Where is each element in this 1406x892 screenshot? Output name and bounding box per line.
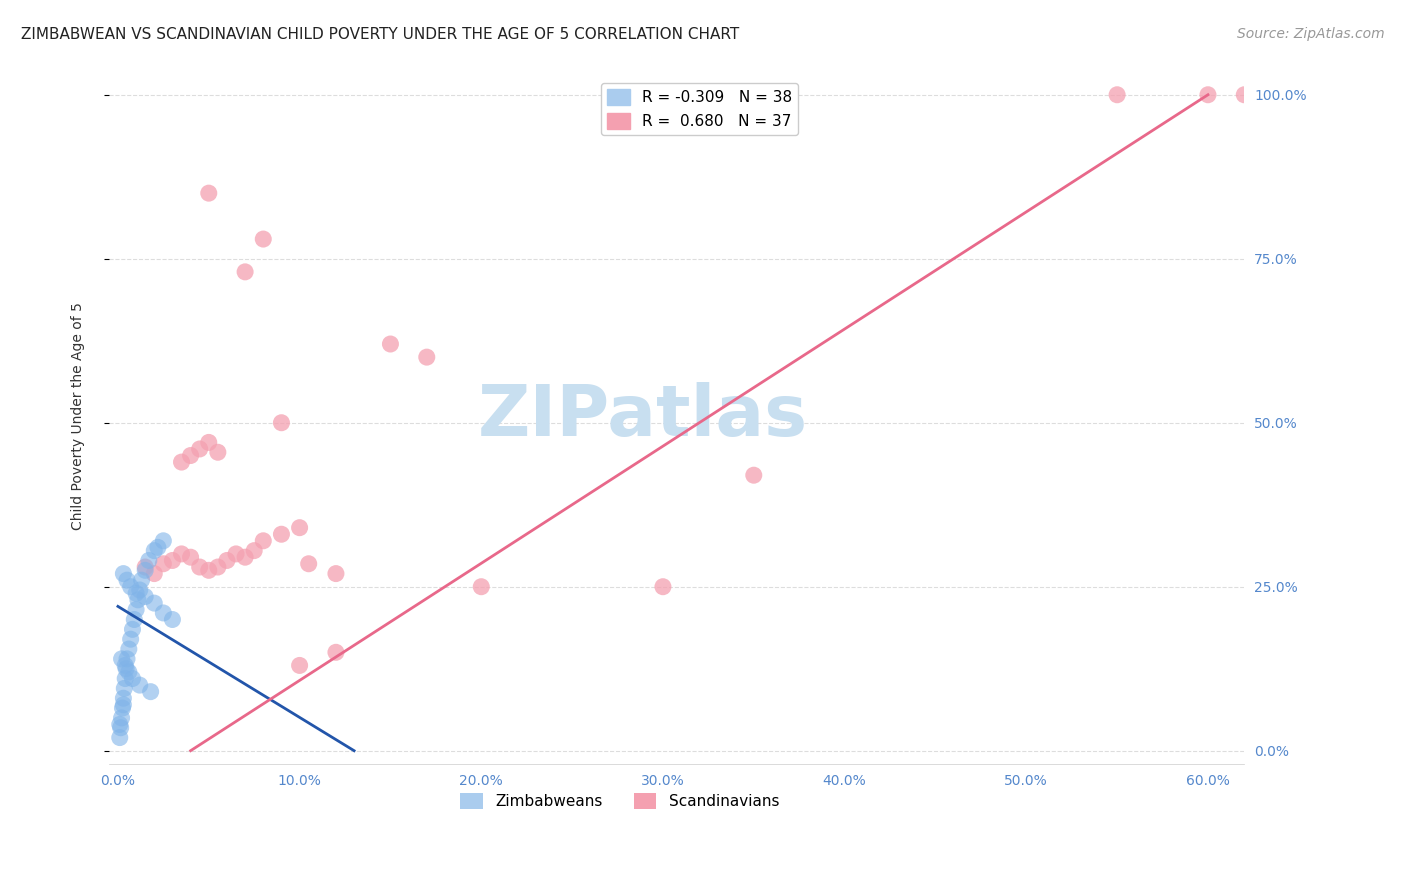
Point — [233, 550, 256, 565]
Point — [134, 590, 156, 604]
Point — [114, 672, 136, 686]
Point — [143, 566, 166, 581]
Point — [207, 445, 229, 459]
Point — [139, 684, 162, 698]
Point — [742, 468, 765, 483]
Point — [197, 186, 219, 201]
Text: Source: ZipAtlas.com: Source: ZipAtlas.com — [1237, 27, 1385, 41]
Point — [288, 658, 311, 673]
Point — [270, 527, 292, 541]
Point — [1197, 87, 1219, 102]
Point — [118, 642, 141, 657]
Y-axis label: Child Poverty Under the Age of 5: Child Poverty Under the Age of 5 — [72, 302, 86, 530]
Point — [1107, 87, 1129, 102]
Point — [188, 442, 211, 456]
Point — [138, 553, 160, 567]
Point — [124, 613, 146, 627]
Point — [115, 652, 138, 666]
Point — [180, 550, 202, 565]
Point — [252, 533, 274, 548]
Point — [170, 547, 193, 561]
Legend: Zimbabweans, Scandinavians: Zimbabweans, Scandinavians — [454, 787, 786, 815]
Point — [252, 232, 274, 246]
Point — [288, 521, 311, 535]
Point — [120, 580, 142, 594]
Point — [152, 533, 174, 548]
Point — [128, 678, 150, 692]
Point — [110, 721, 132, 735]
Point — [270, 416, 292, 430]
Point — [111, 701, 134, 715]
Point — [125, 586, 148, 600]
Point — [121, 672, 143, 686]
Point — [143, 543, 166, 558]
Point — [197, 435, 219, 450]
Point — [325, 566, 347, 581]
Point — [131, 573, 153, 587]
Point — [162, 613, 184, 627]
Point — [152, 557, 174, 571]
Point — [170, 455, 193, 469]
Text: ZIMBABWEAN VS SCANDINAVIAN CHILD POVERTY UNDER THE AGE OF 5 CORRELATION CHART: ZIMBABWEAN VS SCANDINAVIAN CHILD POVERTY… — [21, 27, 740, 42]
Point — [112, 691, 135, 706]
Text: ZIPatlas: ZIPatlas — [478, 382, 807, 450]
Point — [112, 698, 135, 712]
Point — [243, 543, 266, 558]
Point — [162, 553, 184, 567]
Point — [225, 547, 247, 561]
Point — [207, 560, 229, 574]
Point — [188, 560, 211, 574]
Point — [470, 580, 492, 594]
Point — [380, 337, 402, 351]
Point — [325, 645, 347, 659]
Point — [652, 580, 675, 594]
Point — [120, 632, 142, 647]
Point — [233, 265, 256, 279]
Point — [115, 662, 138, 676]
Point — [121, 623, 143, 637]
Point — [115, 573, 138, 587]
Point — [215, 553, 238, 567]
Point — [416, 350, 439, 364]
Point — [143, 596, 166, 610]
Point — [146, 541, 169, 555]
Point — [112, 681, 135, 696]
Point — [1233, 87, 1256, 102]
Point — [134, 563, 156, 577]
Point — [180, 449, 202, 463]
Point — [112, 566, 135, 581]
Point — [127, 592, 149, 607]
Point — [125, 602, 148, 616]
Point — [108, 731, 131, 745]
Point — [110, 652, 132, 666]
Point — [134, 560, 156, 574]
Point — [110, 711, 132, 725]
Point — [152, 606, 174, 620]
Point — [114, 658, 136, 673]
Point — [118, 665, 141, 679]
Point — [197, 563, 219, 577]
Point — [108, 717, 131, 731]
Point — [298, 557, 321, 571]
Point — [128, 582, 150, 597]
